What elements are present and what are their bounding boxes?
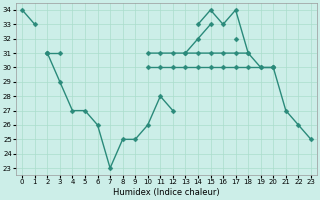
X-axis label: Humidex (Indice chaleur): Humidex (Indice chaleur)	[113, 188, 220, 197]
